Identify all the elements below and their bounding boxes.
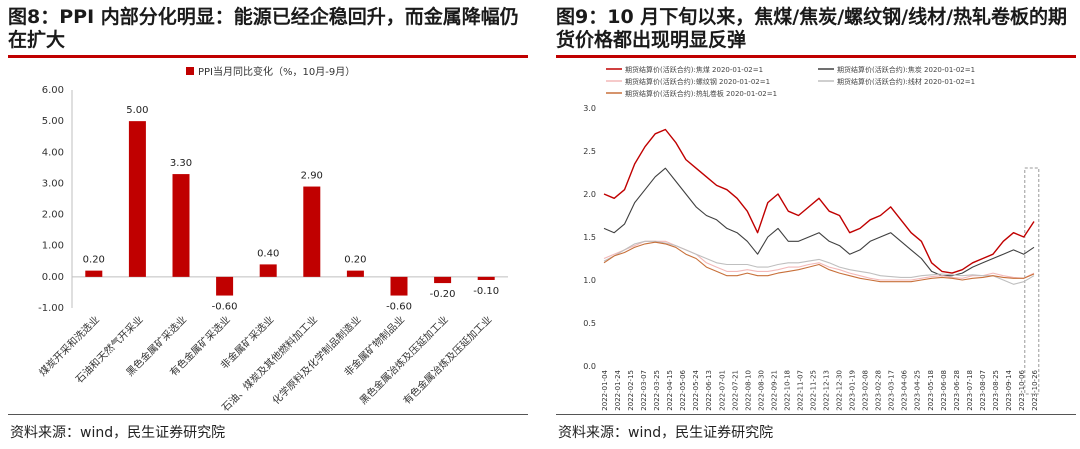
x-tick-label: 2022-08-10	[744, 370, 752, 411]
y-tick-label: 2.5	[583, 147, 596, 156]
x-tick-label: 2023-08-07	[979, 370, 987, 411]
futures-line-chart: 期货结算价(活跃合约):焦煤 2020-01-02=1 期货结算价(活跃合约):焦…	[583, 65, 1040, 411]
x-tick-label: 2023-08-25	[992, 370, 1000, 411]
legend-label: 期货结算价(活跃合约):螺纹钢 2020-01-02=1	[625, 77, 770, 86]
x-tick-label: 2022-08-30	[757, 370, 765, 411]
right-chart-panel: 图9：10 月下旬以来，焦煤/焦炭/螺纹钢/线材/热轧卷板的期货价格都出现明显反…	[556, 0, 1076, 449]
legend-swatch	[186, 67, 194, 75]
x-tick-label: 2022-01-04	[601, 369, 609, 410]
bar	[172, 174, 190, 277]
bar-value-label: -0.60	[386, 302, 412, 313]
series-line	[603, 240, 1035, 281]
bar-value-label: -0.20	[430, 289, 456, 300]
x-tick-label: 2022-05-06	[679, 369, 687, 410]
legend-label: PPI当月同比变化（%，10月-9月）	[198, 65, 355, 78]
x-tick-label: 2022-05-24	[692, 369, 700, 410]
x-tick-label: 2022-07-21	[731, 370, 739, 411]
x-tick-label: 2023-06-28	[953, 370, 961, 411]
x-tick-label: 2022-09-21	[770, 370, 778, 411]
left-chart-title: 图8：PPI 内部分化明显：能源已经企稳回升，而金属降幅仍在扩大	[8, 6, 519, 51]
bar-value-label: 5.00	[126, 105, 148, 116]
ppi-bar-chart: PPI当月同比变化（%，10月-9月） -1.00 0.00 1.00 2.00 3.00…	[36, 65, 508, 414]
x-tick-label: 2022-11-07	[796, 370, 804, 411]
bar	[390, 276, 408, 296]
legend-label: 期货结算价(活跃合约):线材 2020-01-02=1	[837, 77, 975, 86]
bar-value-label: -0.10	[473, 286, 499, 297]
y-tick-label: 3.00	[42, 178, 64, 189]
y-tick-label: -1.00	[38, 303, 64, 314]
bar	[128, 121, 146, 277]
x-tick-label: 2023-09-14	[1005, 369, 1013, 410]
bar-value-label: 2.90	[301, 171, 323, 182]
series-line	[603, 240, 1035, 285]
x-tick-label: 2023-03-17	[888, 370, 896, 411]
bar-value-label: 0.20	[83, 255, 105, 266]
x-tick-label: 2023-06-08	[940, 370, 948, 411]
x-tick-label: 2022-11-25	[809, 370, 817, 411]
x-tick-label: 2023-02-28	[875, 370, 883, 411]
title-rule	[556, 55, 1076, 58]
x-tick-label: 2022-01-24	[614, 369, 622, 410]
bar-value-label: 0.40	[257, 248, 279, 259]
x-tick-label: 2022-03-25	[653, 370, 661, 411]
bar-value-label: 3.30	[170, 158, 192, 169]
right-chart-title: 图9：10 月下旬以来，焦煤/焦炭/螺纹钢/线材/热轧卷板的期货价格都出现明显反…	[556, 6, 1068, 51]
x-tick-label: 2022-12-30	[836, 370, 844, 411]
y-tick-label: 2.0	[583, 190, 596, 199]
x-tick-label: 2022-12-13	[823, 370, 831, 411]
y-tick-label: 1.00	[42, 241, 64, 252]
source-rule	[556, 414, 1076, 415]
x-tick-label: 2022-06-13	[705, 370, 713, 411]
left-chart-panel: 图8：PPI 内部分化明显：能源已经企稳回升，而金属降幅仍在扩大 PPI当月同比…	[8, 0, 528, 449]
title-rule	[8, 55, 528, 58]
y-tick-label: 1.0	[583, 276, 596, 285]
bar	[477, 276, 495, 280]
category-label: 黑色金属冶炼及压延加工业	[357, 313, 451, 407]
bar	[85, 270, 103, 277]
x-tick-label: 2023-04-06	[901, 369, 909, 410]
legend-label: 期货结算价(活跃合约):热轧卷板 2020-01-02=1	[625, 89, 777, 98]
x-tick-label: 2023-04-25	[914, 370, 922, 411]
bar	[216, 276, 234, 296]
x-tick-label: 2022-10-18	[783, 370, 791, 411]
category-label: 化学原料及化学制品制造业	[269, 313, 363, 407]
x-tick-label: 2022-07-01	[718, 370, 726, 411]
left-source-note: 资料来源：wind，民生证券研究院	[10, 425, 226, 441]
highlight-box	[1024, 167, 1040, 395]
bar	[434, 276, 452, 284]
x-tick-label: 2023-07-18	[966, 370, 974, 411]
series-line	[603, 128, 1035, 274]
x-tick-label: 2022-03-07	[640, 370, 648, 411]
y-tick-label: 1.5	[583, 233, 596, 242]
x-tick-label: 2022-04-15	[666, 370, 674, 411]
legend-label: 期货结算价(活跃合约):焦炭 2020-01-02=1	[837, 65, 975, 74]
legend-label: 期货结算价(活跃合约):焦煤 2020-01-02=1	[625, 65, 763, 74]
series-line	[603, 241, 1035, 283]
x-tick-label: 2022-02-15	[627, 370, 635, 411]
y-tick-label: 0.00	[42, 272, 64, 283]
y-tick-label: 5.00	[42, 116, 64, 127]
y-tick-label: 3.0	[583, 104, 596, 113]
series-line	[603, 167, 1035, 277]
source-rule	[8, 414, 528, 415]
x-tick-label: 2023-05-18	[927, 370, 935, 411]
x-tick-label: 2023-10-26	[1031, 369, 1039, 410]
y-tick-label: 0.5	[583, 319, 596, 328]
y-tick-label: 0.0	[583, 362, 596, 371]
x-tick-label: 2023-02-08	[862, 370, 870, 411]
right-source-note: 资料来源：wind，民生证券研究院	[558, 425, 774, 441]
bar	[259, 264, 277, 277]
bar	[303, 186, 321, 277]
y-tick-label: 2.00	[42, 210, 64, 221]
y-tick-label: 4.00	[42, 147, 64, 158]
bar-value-label: -0.60	[212, 302, 238, 313]
y-tick-label: 6.00	[42, 85, 64, 96]
x-tick-label: 2023-10-06	[1018, 369, 1026, 410]
x-tick-label: 2023-01-19	[849, 370, 857, 411]
category-label: 有色金属冶炼及压延加工业	[400, 313, 494, 407]
bar-value-label: 0.20	[344, 255, 366, 266]
bar	[346, 270, 364, 277]
